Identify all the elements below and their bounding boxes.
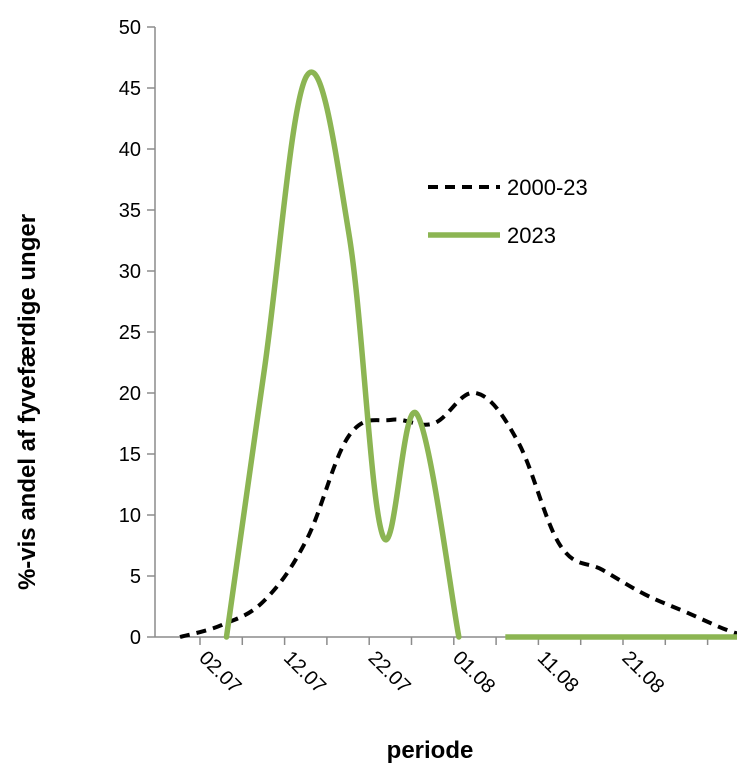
series-line-2023 <box>223 69 462 640</box>
x-tick-label: 12.07 <box>279 647 330 698</box>
y-tick-label: 20 <box>119 383 141 405</box>
legend: 2000-23 2023 <box>428 175 588 248</box>
x-tick-label: 21.08 <box>617 647 668 698</box>
x-tick-label: 02.07 <box>194 647 245 698</box>
y-tick-label: 25 <box>119 322 141 344</box>
y-tick-label: 45 <box>119 78 141 100</box>
x-tick-label: 01.08 <box>448 647 499 698</box>
series-lines <box>179 69 737 640</box>
x-axis: 02.07 12.07 22.07 01.08 11.08 21.08 <box>155 636 722 698</box>
y-axis-title: %-vis andel af fyvefærdige unger <box>14 214 41 590</box>
y-tick-label: 35 <box>119 200 141 222</box>
y-tick-label: 5 <box>130 566 141 588</box>
y-tick-label: 0 <box>130 627 141 649</box>
legend-label: 2000-23 <box>507 175 588 200</box>
y-axis: 0 5 10 15 20 25 30 35 40 45 50 <box>119 17 156 649</box>
y-tick-label: 10 <box>119 505 141 527</box>
x-axis-title: periode <box>387 737 474 764</box>
x-tick-label: 22.07 <box>364 647 415 698</box>
x-tick-label: 11.08 <box>533 647 583 697</box>
y-tick-label: 40 <box>119 139 141 161</box>
y-tick-label: 50 <box>119 17 141 39</box>
y-tick-label: 30 <box>119 261 141 283</box>
series-line-2000-23 <box>179 390 737 639</box>
y-tick-label: 15 <box>119 444 141 466</box>
legend-label: 2023 <box>507 223 556 248</box>
